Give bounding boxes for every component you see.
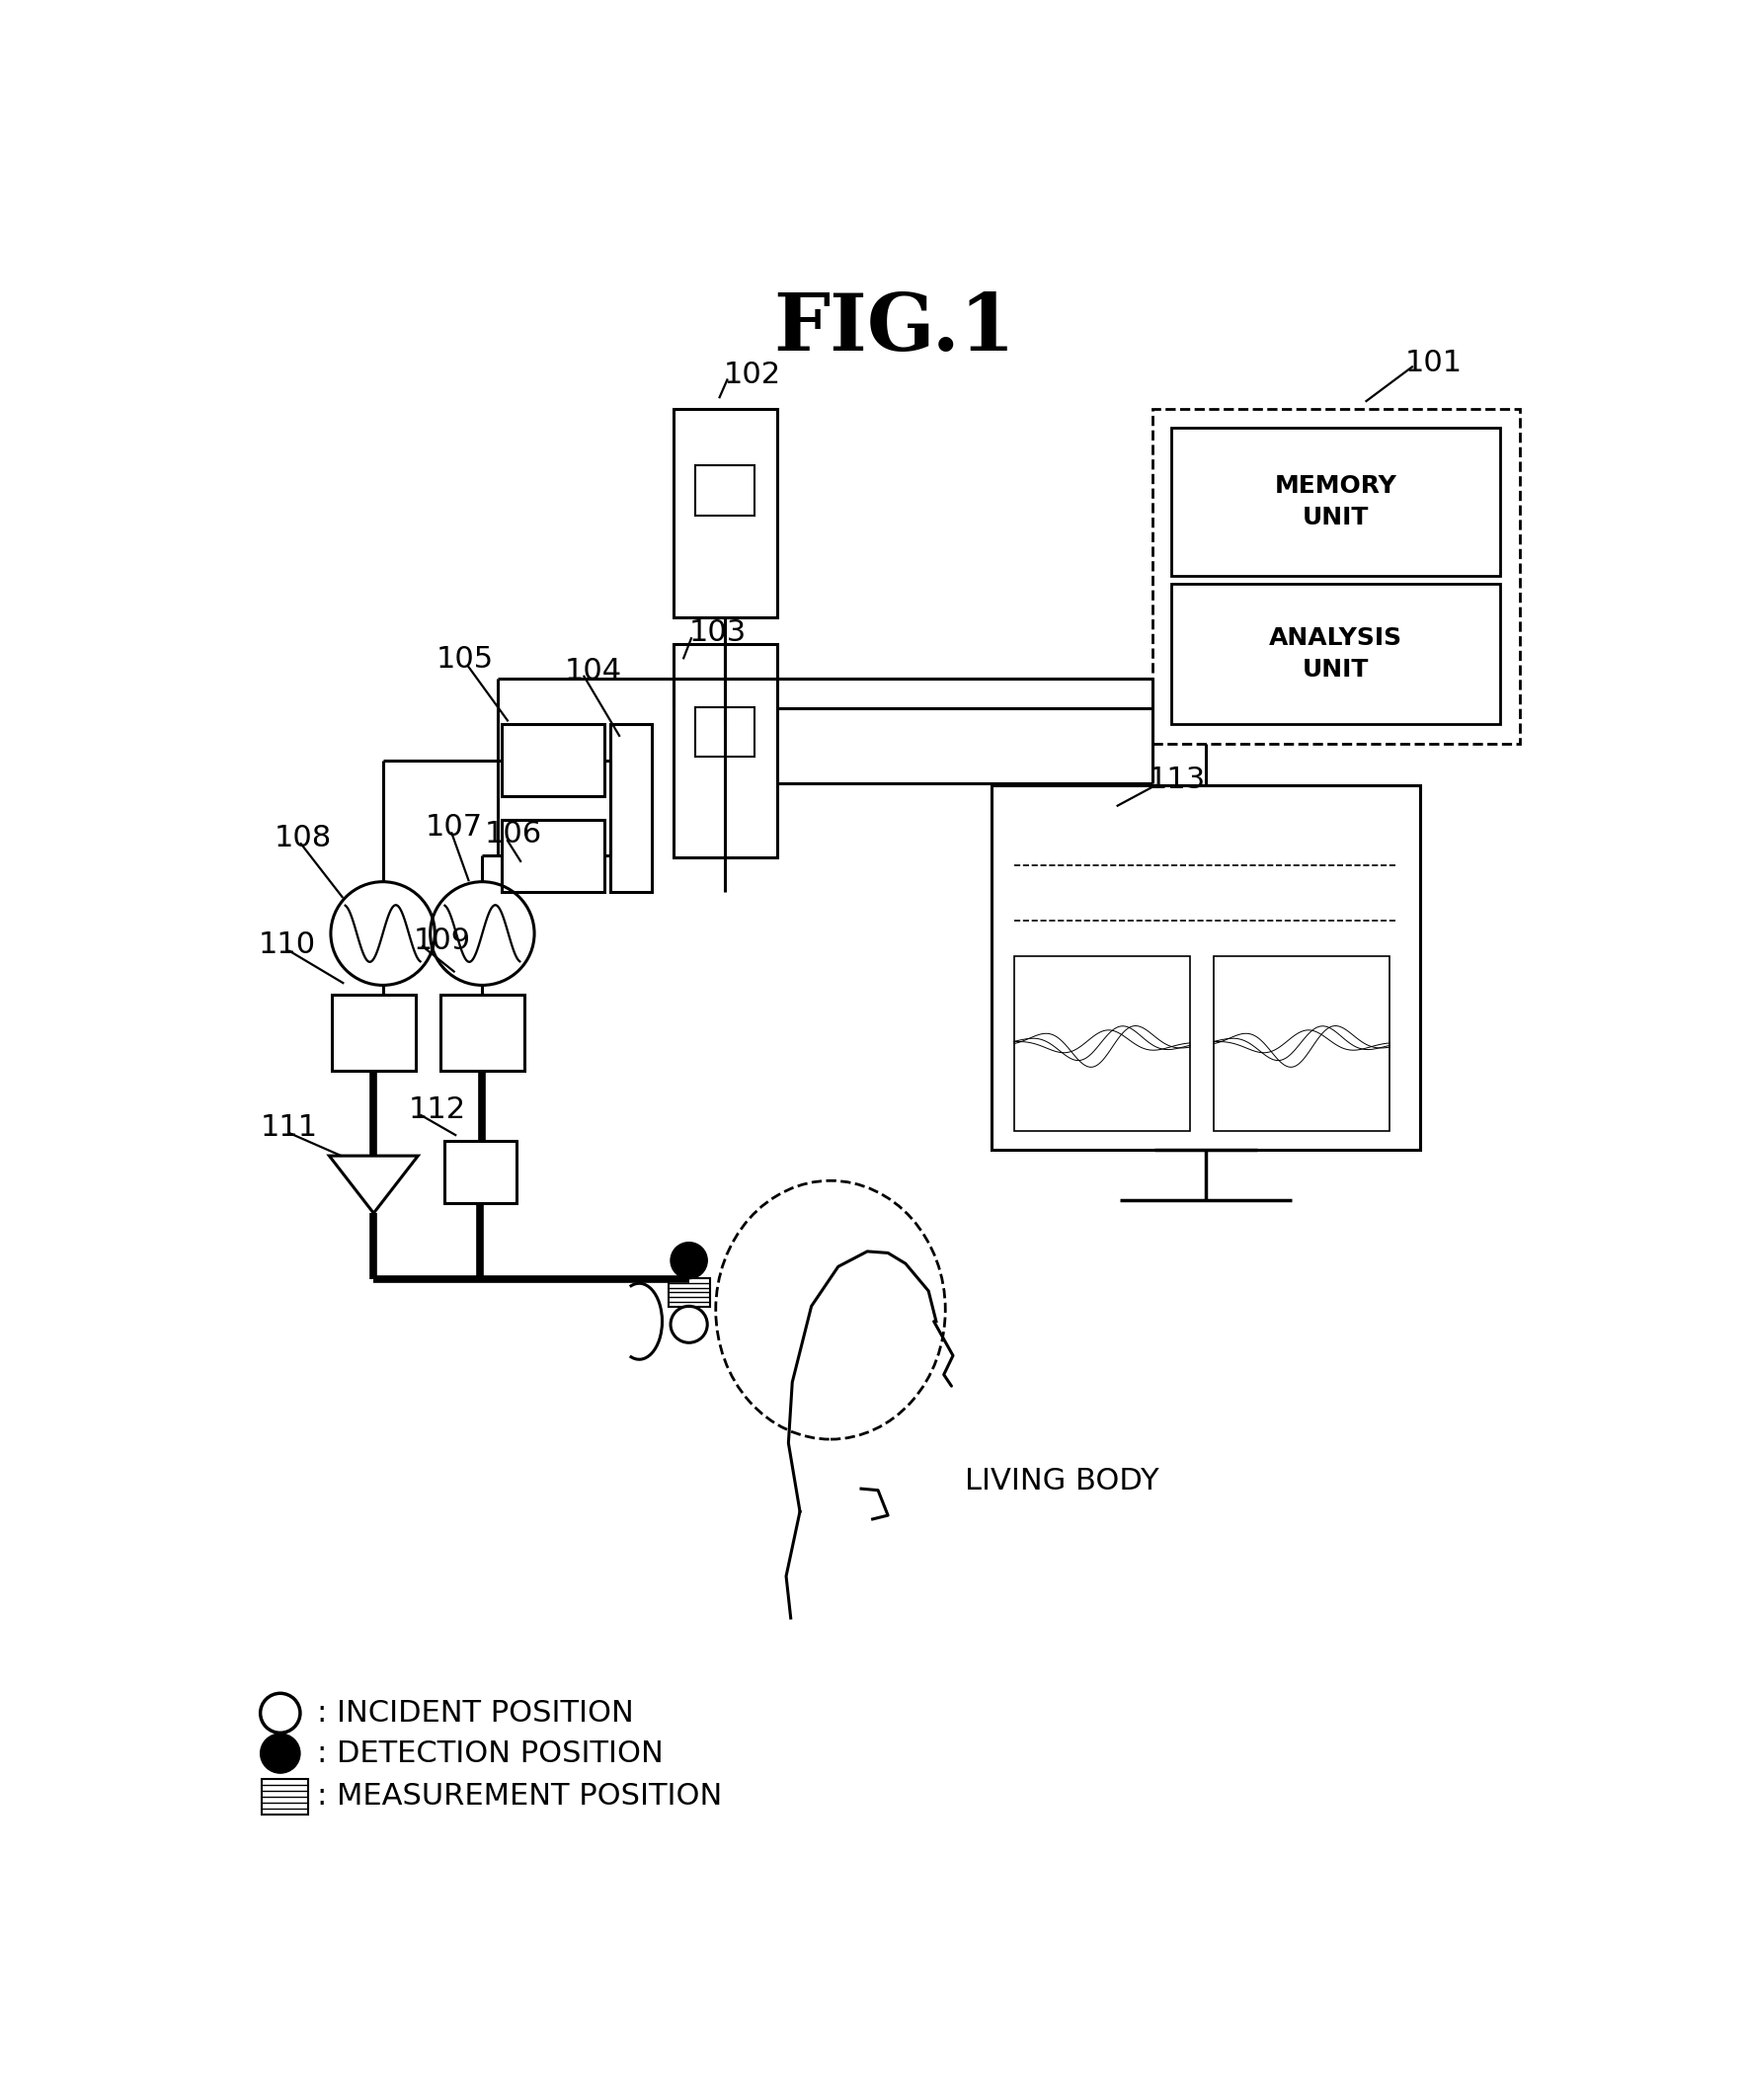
- Text: 107: 107: [424, 813, 482, 842]
- Text: 109: 109: [414, 926, 471, 956]
- Text: ANALYSIS
UNIT: ANALYSIS UNIT: [1269, 626, 1402, 680]
- Text: 106: 106: [485, 821, 541, 848]
- Text: 102: 102: [723, 359, 780, 388]
- Bar: [1172, 428, 1500, 575]
- Bar: [695, 466, 754, 514]
- Bar: [332, 993, 416, 1071]
- Text: 104: 104: [564, 657, 622, 685]
- Bar: [669, 1279, 709, 1306]
- Bar: [262, 1779, 307, 1814]
- Text: : INCIDENT POSITION: : INCIDENT POSITION: [318, 1699, 634, 1728]
- Text: FIG.1: FIG.1: [773, 290, 1016, 367]
- Text: MEMORY
UNIT: MEMORY UNIT: [1275, 475, 1397, 529]
- Bar: [1152, 410, 1519, 743]
- Text: 110: 110: [258, 930, 316, 960]
- Text: 101: 101: [1404, 349, 1461, 378]
- Bar: [609, 724, 653, 892]
- Text: 113: 113: [1149, 766, 1206, 794]
- Bar: [443, 1140, 517, 1203]
- Circle shape: [260, 1735, 300, 1772]
- Bar: [1213, 956, 1390, 1132]
- Text: 105: 105: [436, 645, 494, 674]
- Bar: [695, 708, 754, 756]
- Text: : DETECTION POSITION: : DETECTION POSITION: [318, 1739, 663, 1768]
- Bar: [501, 724, 604, 796]
- Text: LIVING BODY: LIVING BODY: [964, 1466, 1159, 1495]
- Bar: [992, 785, 1419, 1151]
- Bar: [440, 993, 524, 1071]
- Bar: [674, 645, 777, 857]
- Text: 103: 103: [690, 620, 747, 647]
- Bar: [1172, 584, 1500, 724]
- Text: 108: 108: [274, 823, 332, 853]
- Bar: [1014, 956, 1191, 1132]
- Text: 112: 112: [409, 1096, 466, 1123]
- Bar: [501, 819, 604, 892]
- Circle shape: [670, 1243, 707, 1279]
- Bar: [674, 410, 777, 617]
- Text: 111: 111: [260, 1113, 318, 1142]
- Text: : MEASUREMENT POSITION: : MEASUREMENT POSITION: [318, 1783, 723, 1810]
